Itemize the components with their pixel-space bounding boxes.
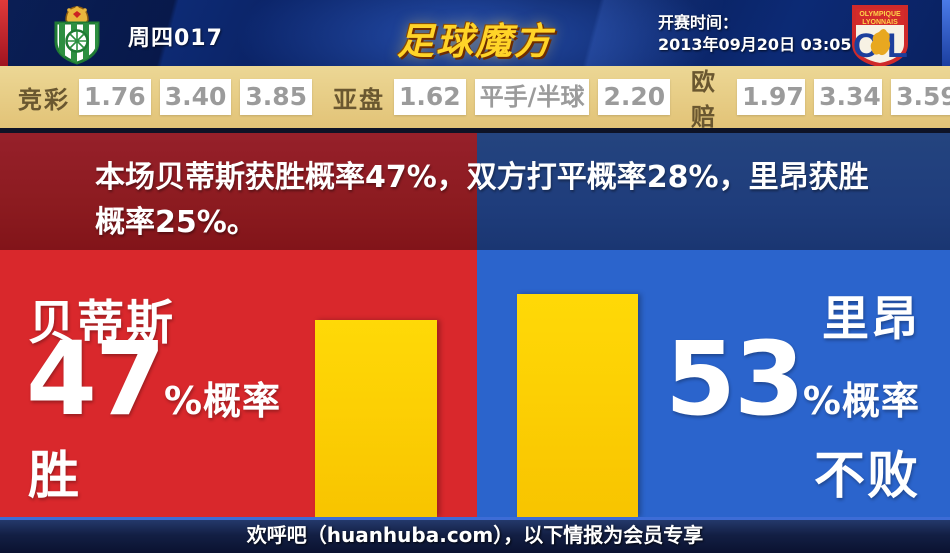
odds-group-oupei: 欧赔 1.97 3.34 3.59: [691, 66, 950, 131]
away-probability-value: 53: [664, 320, 805, 439]
banner-away-half: [477, 133, 950, 250]
away-probability-suffix: %概率: [802, 379, 920, 423]
away-probability: 53 %概率: [664, 320, 920, 439]
right-accent-stripe: [942, 0, 950, 66]
odds-group-jingcai: 竞彩 1.76 3.40 3.85: [18, 66, 313, 128]
odds-label: 竞彩: [18, 85, 70, 114]
kickoff-datetime: 2013年09月20日 03:05: [658, 35, 852, 54]
odds-bar: 竞彩 1.76 3.40 3.85 亚盘 1.62 平手/半球 2.20 欧赔 …: [0, 66, 950, 131]
home-team-name: 贝蒂斯: [28, 296, 175, 351]
odds-value: 3.59: [891, 79, 950, 115]
home-outcome: 胜: [28, 447, 82, 506]
odds-value: 3.40: [159, 79, 232, 115]
home-probability-suffix: %概率: [163, 379, 282, 423]
probability-arena: 贝蒂斯 47 %概率 胜 里昂 53 %概率 不败: [0, 250, 950, 517]
home-probability-bar: [315, 320, 437, 517]
ol-crest-word1: OLYMPIQUE: [859, 11, 901, 18]
kickoff-label: 开赛时间：: [658, 13, 739, 32]
ol-crest-lion: [870, 29, 891, 56]
ol-crest-letter-l: L: [887, 27, 908, 65]
odds-value: 1.97: [737, 79, 806, 115]
ol-crest-word2: LYONNAIS: [862, 19, 898, 26]
odds-group-yapan: 亚盘 1.62 平手/半球 2.20: [333, 66, 671, 128]
away-probability-bar: [517, 294, 638, 517]
header-bar: 周四017 足球魔方 开赛时间： 2013年09月20日 03:05 OLYMP…: [0, 0, 950, 68]
odds-value: 1.62: [394, 79, 466, 115]
odds-label: 亚盘: [333, 85, 385, 114]
home-probability: 47 %概率: [26, 320, 282, 439]
betis-crest-icon: [46, 4, 108, 66]
home-probability-value: 47: [26, 320, 166, 439]
odds-value: 3.85: [240, 79, 313, 115]
probability-summary-text: 本场贝蒂斯获胜概率47%，双方打平概率28%，里昂获胜概率25%。: [95, 160, 869, 240]
kickoff-info: 开赛时间： 2013年09月20日 03:05: [658, 12, 852, 56]
summary-banner: 本场贝蒂斯获胜概率47%，双方打平概率28%，里昂获胜概率25%。: [0, 133, 950, 250]
away-outcome: 不败: [813, 447, 920, 506]
away-team-name: 里昂: [822, 292, 920, 347]
footer-promo-text: 欢呼吧（huanhuba.com），以下情报为会员专享: [246, 523, 704, 547]
left-accent-stripe: [0, 0, 8, 66]
odds-value: 1.76: [79, 79, 151, 115]
odds-handicap: 平手/半球: [474, 79, 590, 115]
site-logo: 足球魔方: [397, 20, 553, 63]
odds-value: 3.34: [814, 79, 883, 115]
match-number: 周四017: [128, 26, 223, 51]
banner-home-half: [0, 133, 477, 250]
odds-value: 2.20: [598, 79, 671, 115]
section-divider: [0, 128, 950, 133]
odds-label: 欧赔: [691, 68, 717, 131]
footer-bar: 欢呼吧（huanhuba.com），以下情报为会员专享: [0, 517, 950, 553]
ol-crest-icon: OLYMPIQUE LYONNAIS O L: [849, 4, 911, 68]
